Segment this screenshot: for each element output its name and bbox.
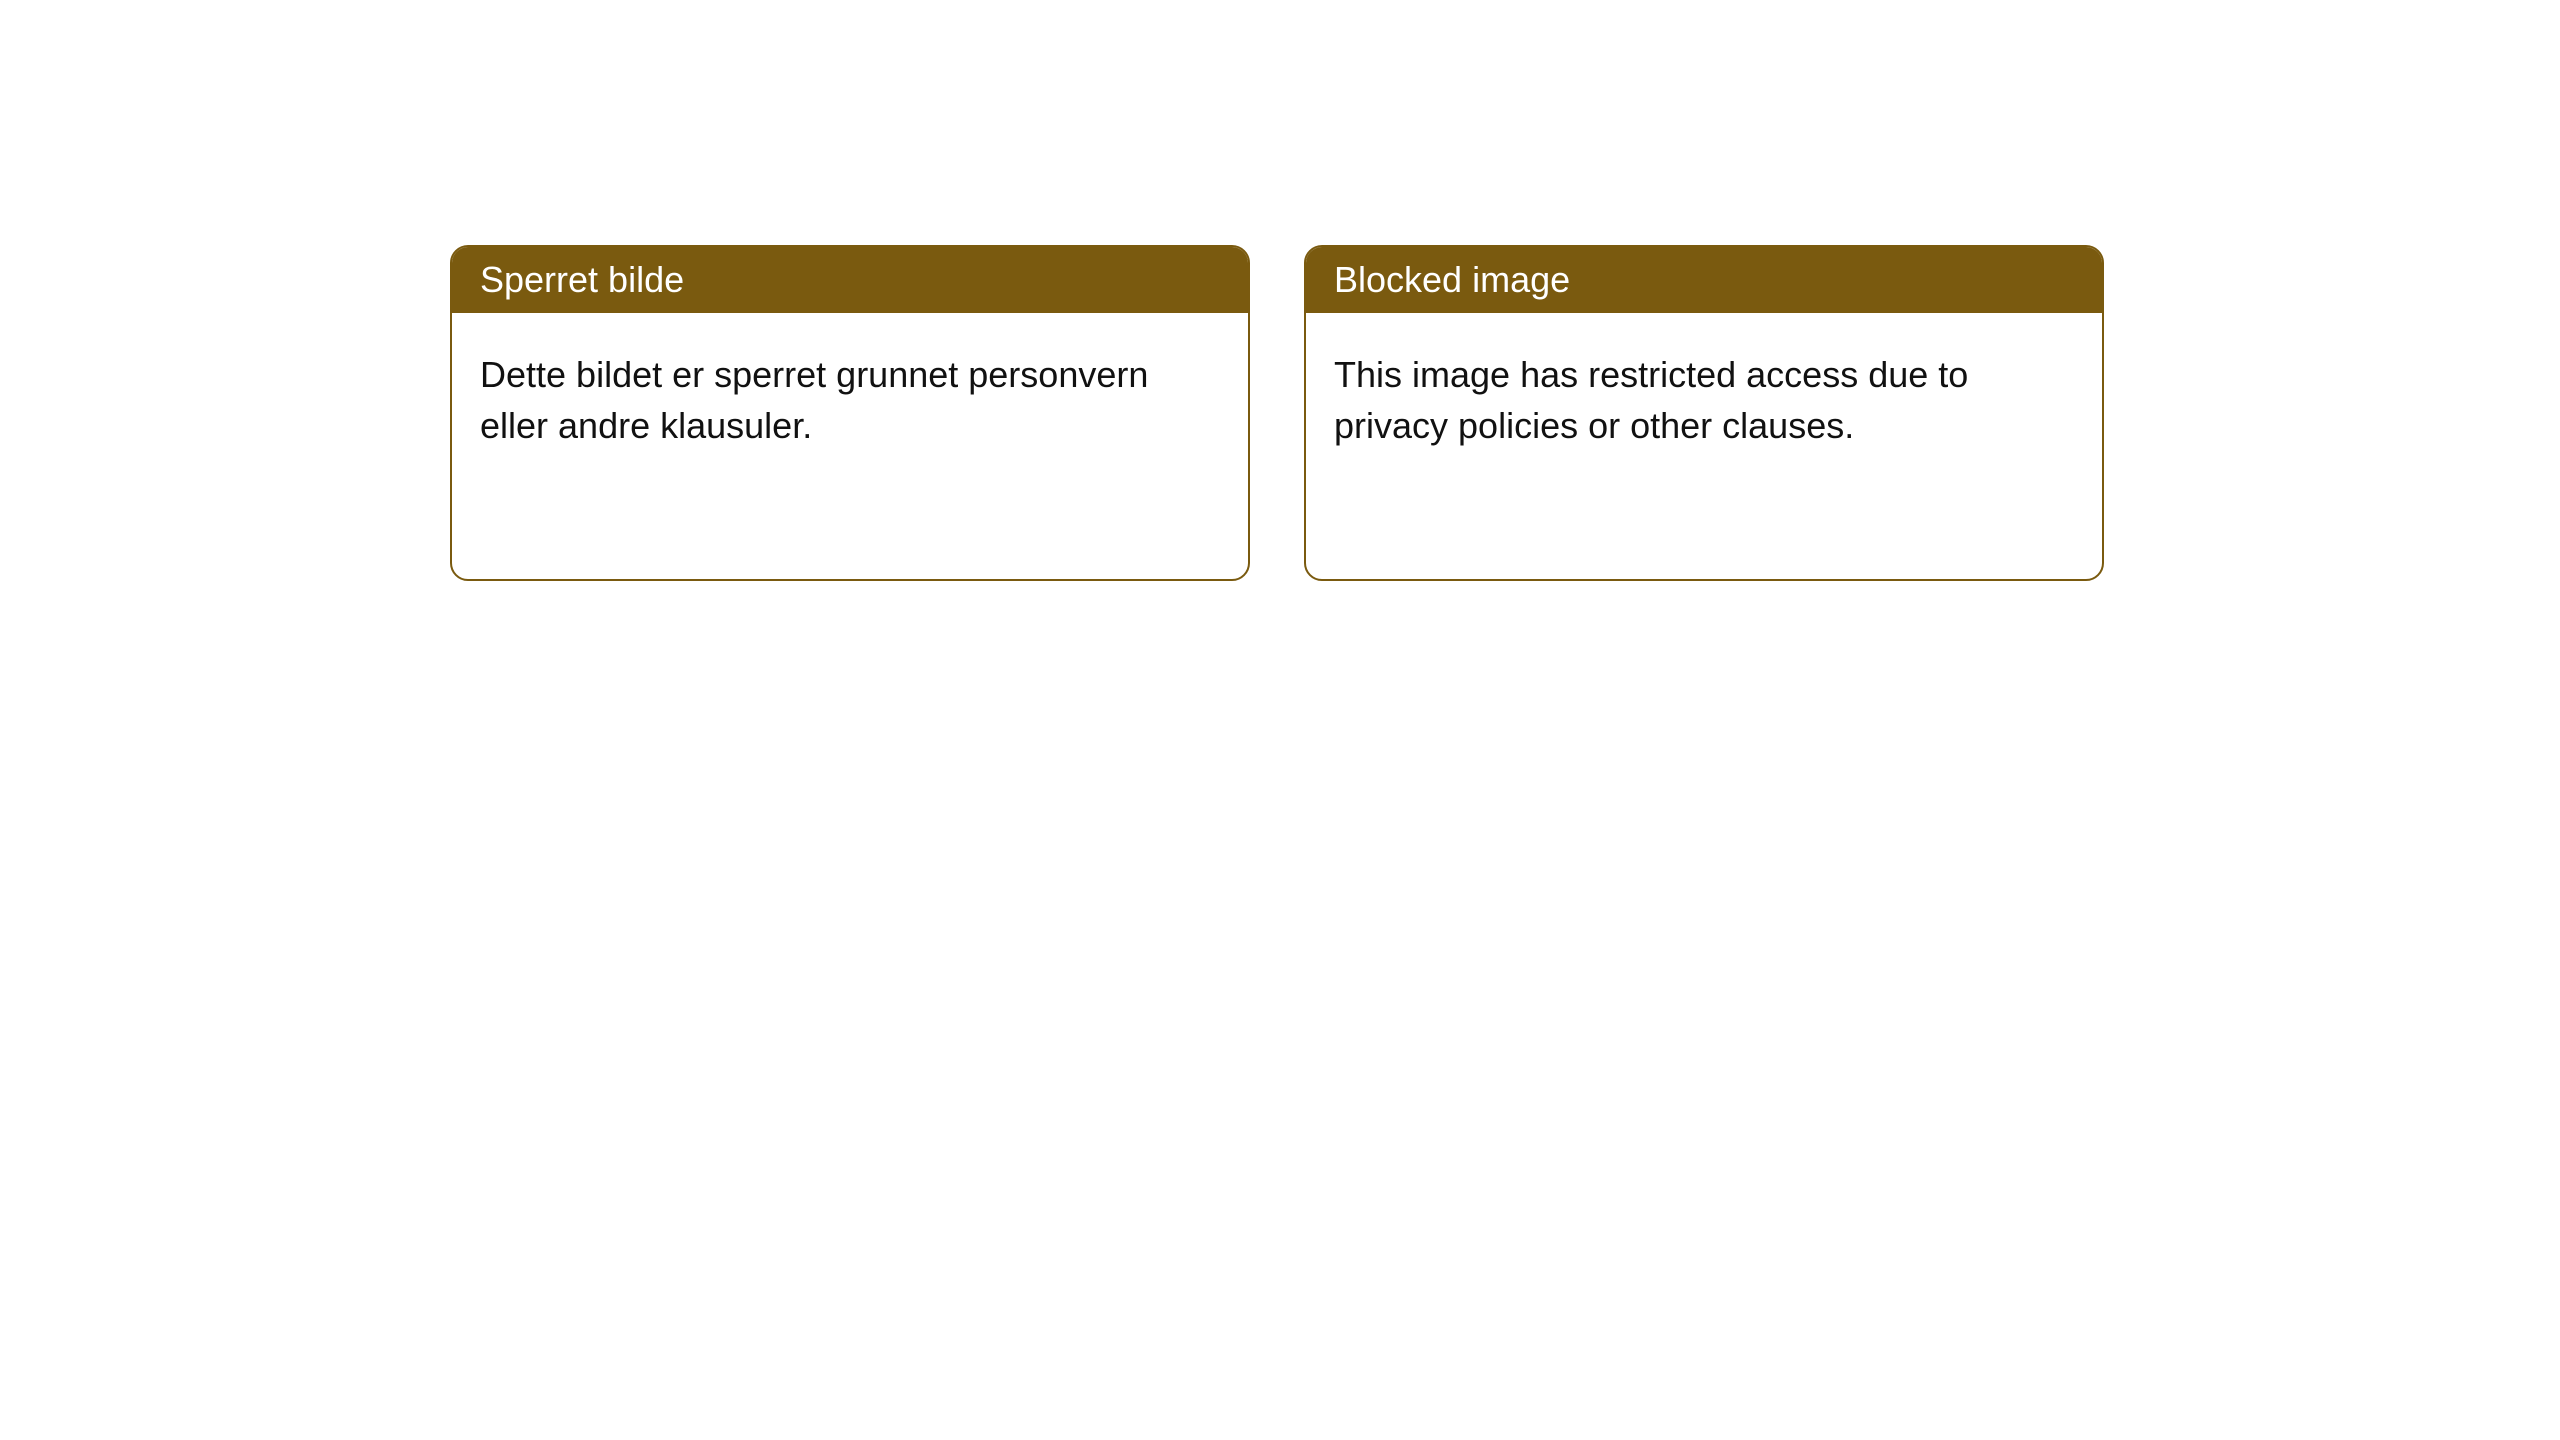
blocked-image-card-no: Sperret bilde Dette bildet er sperret gr… [450, 245, 1250, 581]
card-header: Blocked image [1306, 247, 2102, 313]
card-title: Sperret bilde [480, 259, 684, 300]
blocked-image-cards: Sperret bilde Dette bildet er sperret gr… [450, 245, 2560, 581]
card-body: Dette bildet er sperret grunnet personve… [452, 313, 1248, 488]
card-body-text: Dette bildet er sperret grunnet personve… [480, 354, 1148, 446]
card-title: Blocked image [1334, 259, 1570, 300]
card-body: This image has restricted access due to … [1306, 313, 2102, 488]
blocked-image-card-en: Blocked image This image has restricted … [1304, 245, 2104, 581]
card-body-text: This image has restricted access due to … [1334, 354, 1968, 446]
card-header: Sperret bilde [452, 247, 1248, 313]
